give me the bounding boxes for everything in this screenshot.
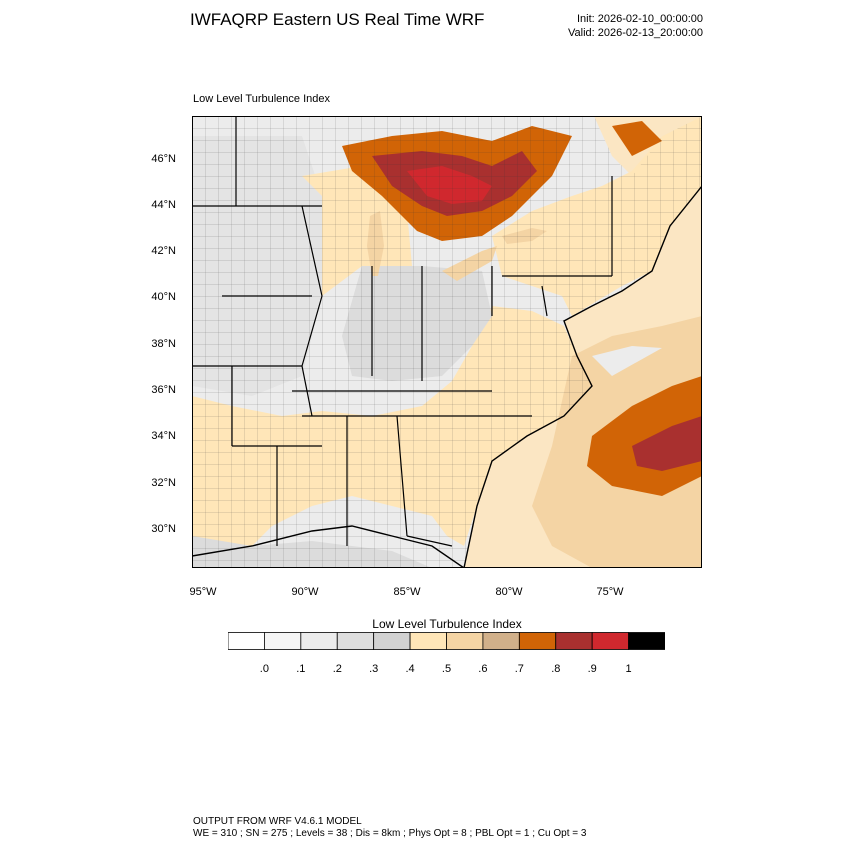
colorbar-box-9 bbox=[555, 632, 593, 650]
lon-label-90: 90°W bbox=[291, 586, 319, 598]
lon-label-85: 85°W bbox=[393, 586, 421, 598]
lon-label-75: 75°W bbox=[596, 586, 624, 598]
colorbar-box-5 bbox=[409, 632, 447, 650]
colorbar-label-9: .9 bbox=[587, 663, 597, 675]
county-lines bbox=[192, 116, 702, 568]
init-time: Init: 2026-02-10_00:00:00 bbox=[577, 13, 703, 25]
gulf-coastline bbox=[192, 525, 465, 568]
lat-label-40: 40°N bbox=[151, 291, 176, 303]
colorbar-box-1 bbox=[264, 632, 302, 650]
colorbar-label-8: .8 bbox=[551, 663, 561, 675]
colorbar-label-3: .3 bbox=[369, 663, 379, 675]
turbulence-map bbox=[192, 116, 702, 568]
colorbar-label-2: .2 bbox=[332, 663, 342, 675]
colorbar bbox=[228, 632, 665, 650]
colorbar-box-11 bbox=[628, 632, 665, 650]
footer-config: WE = 310 ; SN = 275 ; Levels = 38 ; Dis … bbox=[193, 828, 587, 839]
colorbar-label-10: 1 bbox=[625, 663, 632, 675]
lat-label-38: 38°N bbox=[151, 338, 176, 350]
atlantic-light bbox=[592, 346, 662, 376]
colorbar-box-3 bbox=[336, 632, 375, 650]
lat-label-46: 46°N bbox=[151, 153, 176, 165]
lat-label-44: 44°N bbox=[151, 199, 176, 211]
lat-label-30: 30°N bbox=[151, 523, 176, 535]
lon-label-95: 95°W bbox=[189, 586, 217, 598]
colorbar-box-4 bbox=[373, 632, 411, 650]
colorbar-box-10 bbox=[591, 632, 629, 650]
lat-label-32: 32°N bbox=[151, 477, 176, 489]
map-subtitle: Low Level Turbulence Index bbox=[193, 93, 330, 105]
colorbar-label-0: .0 bbox=[259, 663, 269, 675]
colorbar-box-6 bbox=[446, 632, 484, 650]
colorbar-label-1: .1 bbox=[296, 663, 306, 675]
lon-label-80: 80°W bbox=[495, 586, 523, 598]
footer-model: OUTPUT FROM WRF V4.6.1 MODEL bbox=[193, 816, 362, 827]
atlantic-darkred bbox=[632, 416, 702, 471]
colorbar-box-7 bbox=[482, 632, 520, 650]
colorbar-box-8 bbox=[518, 632, 557, 650]
colorbar-label-4: .4 bbox=[405, 663, 415, 675]
lat-label-42: 42°N bbox=[151, 245, 176, 257]
colorbar-label-6: .6 bbox=[478, 663, 488, 675]
coastline bbox=[463, 185, 702, 568]
state-boundaries bbox=[192, 116, 613, 547]
lat-label-34: 34°N bbox=[151, 430, 176, 442]
lat-label-36: 36°N bbox=[151, 384, 176, 396]
valid-time: Valid: 2026-02-13_20:00:00 bbox=[568, 27, 703, 39]
colorbar-label-7: .7 bbox=[514, 663, 524, 675]
colorbar-box-2 bbox=[300, 632, 338, 650]
colorbar-label-5: .5 bbox=[441, 663, 452, 675]
colorbar-title: Low Level Turbulence Index bbox=[372, 617, 522, 631]
plot-title: IWFAQRP Eastern US Real Time WRF bbox=[190, 10, 485, 29]
northeast-orange bbox=[612, 121, 662, 156]
colorbar-box-0 bbox=[228, 632, 265, 650]
